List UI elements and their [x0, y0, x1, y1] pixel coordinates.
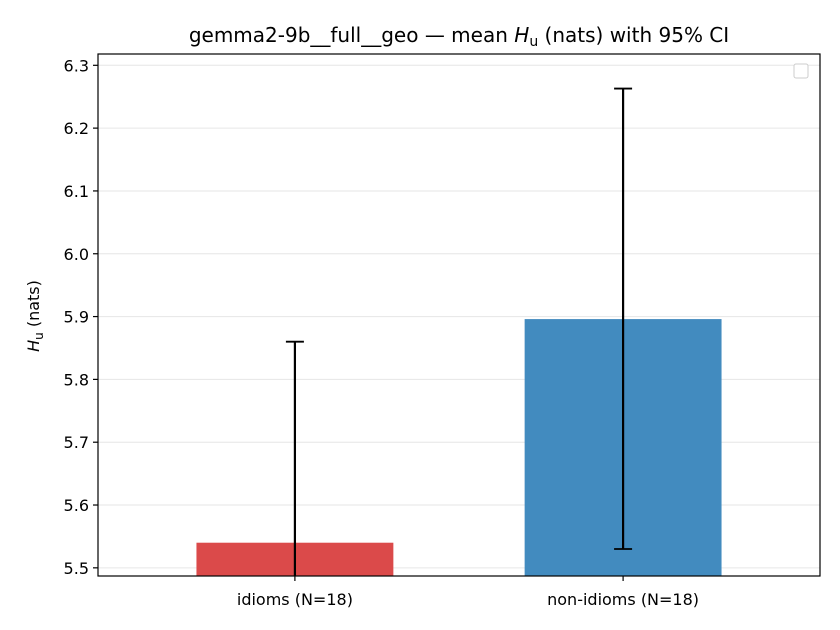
x-tick-label: idioms (N=18): [237, 590, 353, 609]
grid-lines: [98, 64, 820, 569]
y-tick-label: 5.5: [64, 559, 89, 578]
y-tick-label: 5.6: [64, 496, 89, 515]
y-tick-label: 6.1: [64, 182, 89, 201]
y-tick-label: 5.7: [64, 433, 89, 452]
y-tick-label: 5.8: [64, 370, 89, 389]
legend-box: [793, 63, 809, 79]
y-tick-label: 6.3: [64, 56, 89, 75]
y-axis-ticks: 5.5 5.6 5.7 5.8 5.9 6.0 6.1 6.2 6.3: [64, 56, 98, 578]
y-tick-label: 5.9: [64, 308, 89, 327]
y-tick-label: 6.2: [64, 119, 89, 138]
chart-title: gemma2-9b__full__geo — mean Hu (nats) wi…: [189, 23, 729, 50]
x-axis-ticks: idioms (N=18) non-idioms (N=18): [237, 576, 699, 609]
y-tick-label: 6.0: [64, 245, 89, 264]
x-tick-label: non-idioms (N=18): [547, 590, 699, 609]
bars: [196, 319, 722, 576]
plot-frame: [97, 53, 821, 577]
error-bars: [285, 87, 633, 576]
y-axis-label: Hu (nats): [24, 280, 46, 352]
